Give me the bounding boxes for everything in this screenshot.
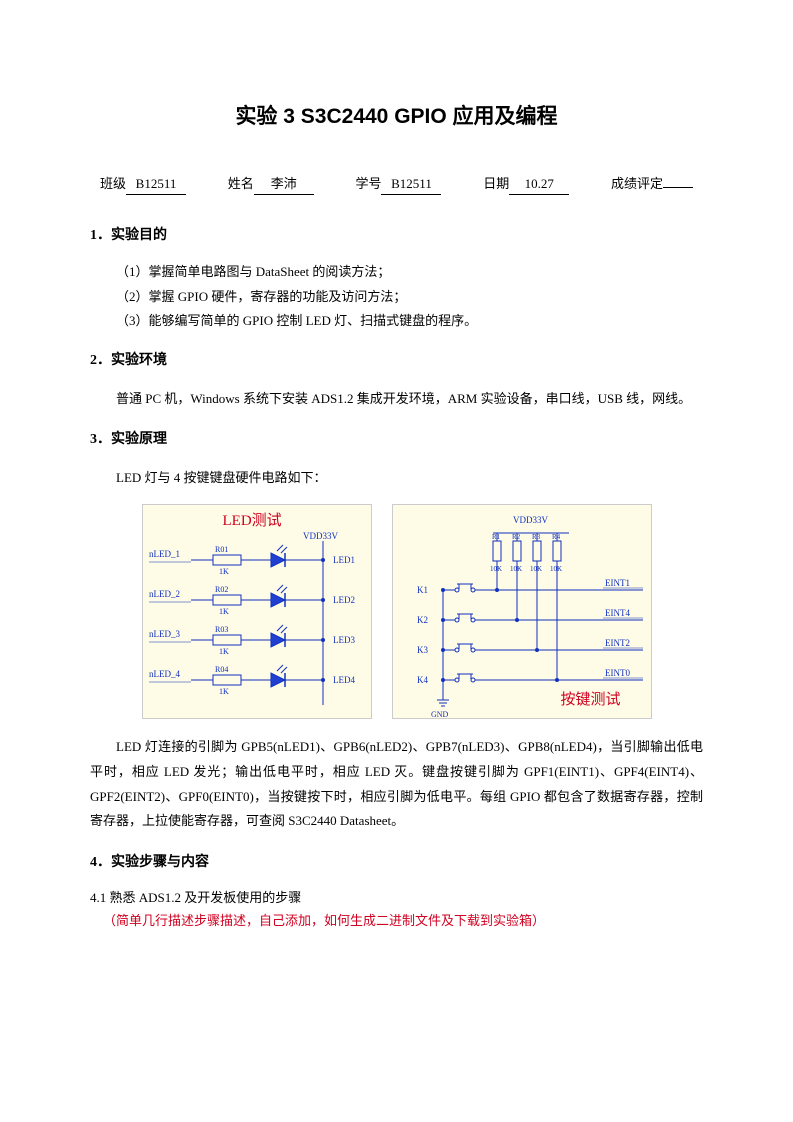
svg-text:R03: R03 — [215, 625, 228, 634]
svg-text:10K: 10K — [490, 565, 502, 573]
date-value: 10.27 — [509, 174, 569, 196]
led-circuit-diagram: LED测试 VDD33V nLED_1 R01 1K LED1 nLED_2 R02 1K LE… — [142, 504, 372, 719]
svg-text:LED4: LED4 — [333, 675, 355, 685]
svg-text:1K: 1K — [219, 607, 229, 616]
svg-text:10K: 10K — [550, 565, 562, 573]
svg-text:R02: R02 — [215, 585, 228, 594]
section-1-heading: 1．实验目的 — [90, 225, 703, 247]
svg-text:K2: K2 — [417, 615, 428, 625]
grade-label: 成绩评定 — [611, 174, 663, 195]
svg-text:K1: K1 — [417, 585, 428, 595]
class-value: B12511 — [126, 174, 186, 196]
svg-text:EINT0: EINT0 — [605, 668, 630, 678]
svg-text:VDD33V: VDD33V — [303, 531, 338, 541]
id-value: B12511 — [381, 174, 441, 196]
s1-item-1: （1）掌握简单电路图与 DataSheet 的阅读方法； — [90, 262, 703, 283]
date-label: 日期 — [483, 174, 509, 195]
led-diagram-title: LED测试 — [223, 509, 282, 533]
svg-text:1K: 1K — [219, 647, 229, 656]
name-field: 姓名 李沛 — [228, 174, 314, 196]
name-label: 姓名 — [228, 174, 254, 195]
svg-text:1K: 1K — [219, 687, 229, 696]
svg-text:LED2: LED2 — [333, 595, 355, 605]
svg-text:K3: K3 — [417, 645, 428, 655]
grade-field: 成绩评定 — [611, 174, 693, 196]
grade-value — [663, 187, 693, 188]
svg-text:10K: 10K — [530, 565, 542, 573]
svg-text:R04: R04 — [215, 665, 228, 674]
name-value: 李沛 — [254, 174, 314, 196]
svg-text:1K: 1K — [219, 567, 229, 576]
date-field: 日期 10.27 — [483, 174, 569, 196]
svg-text:10K: 10K — [510, 565, 522, 573]
s4-note: （简单几行描述步骤描述，自己添加，如何生成二进制文件及下载到实验箱） — [90, 911, 703, 932]
svg-text:nLED_3: nLED_3 — [149, 629, 180, 639]
svg-text:nLED_4: nLED_4 — [149, 669, 180, 679]
svg-text:R4: R4 — [552, 533, 561, 541]
key-circuit-diagram: 按键测试 VDD33V R1 10K R2 10K R3 10K R4 10K GND K1 EINT… — [392, 504, 652, 719]
s1-item-2: （2）掌握 GPIO 硬件，寄存器的功能及访问方法； — [90, 287, 703, 308]
s4-sub: 4.1 熟悉 ADS1.2 及开发板使用的步骤 — [90, 888, 703, 909]
svg-text:R2: R2 — [512, 533, 521, 541]
svg-text:R1: R1 — [492, 533, 501, 541]
svg-text:EINT1: EINT1 — [605, 578, 630, 588]
svg-text:LED3: LED3 — [333, 635, 355, 645]
led-svg: VDD33V nLED_1 R01 1K LED1 nLED_2 R02 1K LED2 nLED… — [143, 505, 373, 720]
svg-text:VDD33V: VDD33V — [513, 515, 548, 525]
svg-text:nLED_1: nLED_1 — [149, 549, 180, 559]
svg-text:EINT2: EINT2 — [605, 638, 630, 648]
s1-item-3: （3）能够编写简单的 GPIO 控制 LED 灯、扫描式键盘的程序。 — [90, 311, 703, 332]
student-info-row: 班级 B12511 姓名 李沛 学号 B12511 日期 10.27 成绩评定 — [90, 174, 703, 196]
class-label: 班级 — [100, 174, 126, 195]
id-field: 学号 B12511 — [355, 174, 441, 196]
id-label: 学号 — [355, 174, 381, 195]
section-3-heading: 3．实验原理 — [90, 429, 703, 451]
class-field: 班级 B12511 — [100, 174, 186, 196]
circuit-diagrams: LED测试 VDD33V nLED_1 R01 1K LED1 nLED_2 R02 1K LE… — [90, 504, 703, 719]
svg-text:R01: R01 — [215, 545, 228, 554]
svg-text:GND: GND — [431, 710, 449, 719]
key-diagram-title: 按键测试 — [560, 688, 620, 712]
svg-text:EINT4: EINT4 — [605, 608, 630, 618]
s3-body: LED 灯连接的引脚为 GPB5(nLED1)、GPB6(nLED2)、GPB7… — [90, 735, 703, 834]
section-4-heading: 4．实验步骤与内容 — [90, 852, 703, 874]
s2-text: 普通 PC 机，Windows 系统下安装 ADS1.2 集成开发环境，ARM … — [90, 387, 703, 412]
svg-text:nLED_2: nLED_2 — [149, 589, 180, 599]
s3-intro: LED 灯与 4 按键键盘硬件电路如下： — [90, 466, 703, 491]
svg-text:R3: R3 — [532, 533, 541, 541]
section-2-heading: 2．实验环境 — [90, 350, 703, 372]
svg-text:LED1: LED1 — [333, 555, 355, 565]
svg-text:K4: K4 — [417, 675, 428, 685]
page-title: 实验 3 S3C2440 GPIO 应用及编程 — [90, 100, 703, 134]
